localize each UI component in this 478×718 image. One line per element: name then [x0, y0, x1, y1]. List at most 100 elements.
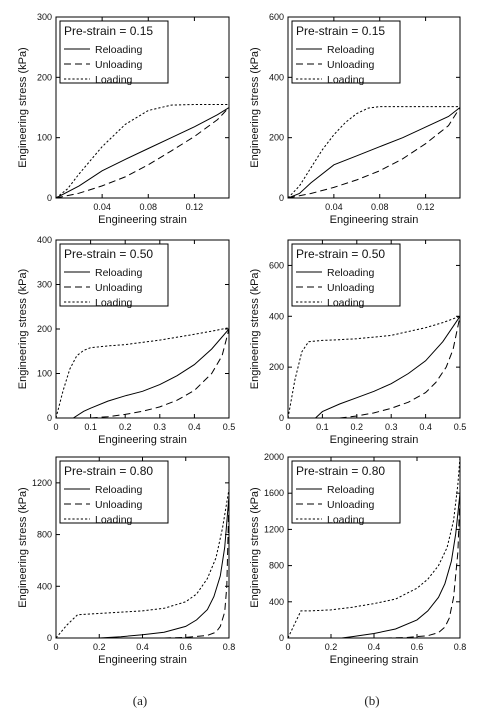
- legend-label-loading: Loading: [95, 297, 133, 309]
- y-tick-label: 400: [269, 597, 284, 607]
- y-tick-label: 200: [269, 133, 284, 143]
- x-tick-label: 0.1: [316, 422, 329, 432]
- y-tick-label: 800: [37, 530, 52, 540]
- x-tick-label: 0.3: [385, 422, 398, 432]
- x-axis-title: Engineering strain: [98, 434, 187, 446]
- series-line-loading: [288, 106, 460, 198]
- legend-label-reloading: Reloading: [327, 484, 374, 496]
- y-tick-label: 200: [37, 324, 52, 334]
- legend-label-unloading: Unloading: [95, 59, 142, 71]
- x-axis-title: Engineering strain: [330, 434, 419, 446]
- x-tick-label: 0.12: [417, 202, 435, 212]
- x-tick-label: 0.2: [93, 642, 106, 652]
- x-tick-label: 0.2: [119, 422, 132, 432]
- series-line-reloading: [315, 316, 460, 418]
- x-tick-label: 0: [53, 642, 58, 652]
- x-tick-label: 0.12: [186, 202, 204, 212]
- x-tick-label: 0.4: [419, 422, 432, 432]
- y-tick-label: 1600: [264, 488, 284, 498]
- series-line-loading: [56, 104, 229, 198]
- chart-panel-5: 0 400 800 1200 0 0.2 0.4 0.6 0.8 Engineering stra…: [17, 456, 236, 666]
- x-tick-label: 0.6: [179, 642, 192, 652]
- legend-title: Pre-strain = 0.80: [64, 464, 153, 478]
- legend-box: [59, 460, 169, 524]
- legend-label-reloading: Reloading: [95, 484, 142, 496]
- x-tick-label: 0.04: [93, 202, 111, 212]
- x-tick-label: 0.3: [154, 422, 167, 432]
- legend-label-unloading: Unloading: [95, 499, 142, 511]
- x-axis-title: Engineering strain: [330, 654, 419, 666]
- legend-title: Pre-strain = 0.15: [296, 24, 385, 38]
- series-line-reloading: [73, 328, 229, 418]
- legend-label-loading: Loading: [95, 74, 133, 86]
- legend-title: Pre-strain = 0.50: [296, 247, 385, 261]
- plot-frame: [287, 239, 461, 419]
- legend-title: Pre-strain = 0.15: [64, 24, 153, 38]
- x-tick-label: 0.6: [411, 642, 424, 652]
- series-line-loading: [56, 327, 229, 418]
- series-line-loading: [56, 489, 229, 638]
- chart-panel-3: 0 100 200 300 400 0 0.1 0.2 0.3 0.4 0.5 Engineering…: [17, 235, 235, 446]
- legend-box: [291, 243, 401, 307]
- y-tick-label: 400: [37, 581, 52, 591]
- x-tick-label: 0.4: [136, 642, 149, 652]
- legend-label-loading: Loading: [327, 297, 365, 309]
- series-line-reloading: [288, 107, 460, 198]
- y-tick-label: 1200: [32, 478, 52, 488]
- x-tick-label: 0.8: [454, 642, 467, 652]
- chart-panel-1: 0 100 200 300 0.04 0.08 0.12 Engineering strain…: [17, 12, 230, 226]
- legend-box: [59, 243, 169, 307]
- x-axis-title: Engineering strain: [330, 214, 419, 226]
- series-line-reloading: [56, 107, 229, 198]
- y-tick-label: 600: [269, 260, 284, 270]
- chart-panel-6: 0 400 800 1200 1600 2000 0 0.2 0.4 0.6 0.8 Engineer…: [249, 452, 466, 666]
- y-axis-title: Engineering stress (kPa): [249, 269, 261, 389]
- legend-label-loading: Loading: [327, 514, 365, 526]
- legend-box: [291, 20, 401, 84]
- x-axis-title: Engineering strain: [98, 214, 187, 226]
- x-tick-label: 0: [53, 422, 58, 432]
- legend-box: [291, 460, 401, 524]
- x-tick-label: 0.8: [223, 642, 236, 652]
- x-tick-label: 0.2: [351, 422, 364, 432]
- y-tick-label: 400: [269, 311, 284, 321]
- x-tick-label: 0.04: [325, 202, 343, 212]
- legend-label-reloading: Reloading: [95, 267, 142, 279]
- x-tick-label: 0.5: [454, 422, 467, 432]
- series-line-loading: [288, 315, 460, 418]
- x-tick-label: 0.4: [368, 642, 381, 652]
- legend-label-loading: Loading: [327, 74, 365, 86]
- legend-label-unloading: Unloading: [327, 59, 374, 71]
- series-line-unloading: [56, 107, 229, 198]
- chart-panel-4: 0 200 400 600 0 0.1 0.2 0.3 0.4 0.5 Engineering st…: [249, 239, 467, 446]
- y-tick-label: 100: [37, 133, 52, 143]
- y-tick-label: 300: [37, 280, 52, 290]
- y-axis-title: Engineering stress (kPa): [17, 47, 29, 167]
- panel-label-a: (a): [133, 693, 147, 708]
- y-tick-label: 1200: [264, 524, 284, 534]
- legend-box: [59, 20, 169, 84]
- y-axis-title: Engineering stress (kPa): [249, 487, 261, 607]
- y-tick-label: 200: [37, 72, 52, 82]
- series-line-reloading: [99, 495, 229, 638]
- series-line-unloading: [288, 107, 460, 198]
- y-axis-title: Engineering stress (kPa): [249, 47, 261, 167]
- y-tick-label: 200: [269, 362, 284, 372]
- x-tick-label: 0.1: [84, 422, 97, 432]
- y-tick-label: 100: [37, 369, 52, 379]
- x-tick-label: 0: [285, 642, 290, 652]
- series-line-reloading: [341, 493, 460, 638]
- y-tick-label: 300: [37, 12, 52, 22]
- chart-panel-2: 0 200 400 600 0.04 0.08 0.12 Engineering strain…: [249, 12, 461, 226]
- legend-label-reloading: Reloading: [327, 267, 374, 279]
- y-tick-label: 0: [279, 633, 284, 643]
- y-tick-label: 0: [279, 413, 284, 423]
- legend-title: Pre-strain = 0.80: [296, 464, 385, 478]
- legend-label-unloading: Unloading: [327, 499, 374, 511]
- x-tick-label: 0.5: [223, 422, 236, 432]
- legend-label-unloading: Unloading: [327, 282, 374, 294]
- legend-label-loading: Loading: [95, 514, 133, 526]
- y-axis-title: Engineering stress (kPa): [17, 487, 29, 607]
- x-tick-label: 0.08: [140, 202, 158, 212]
